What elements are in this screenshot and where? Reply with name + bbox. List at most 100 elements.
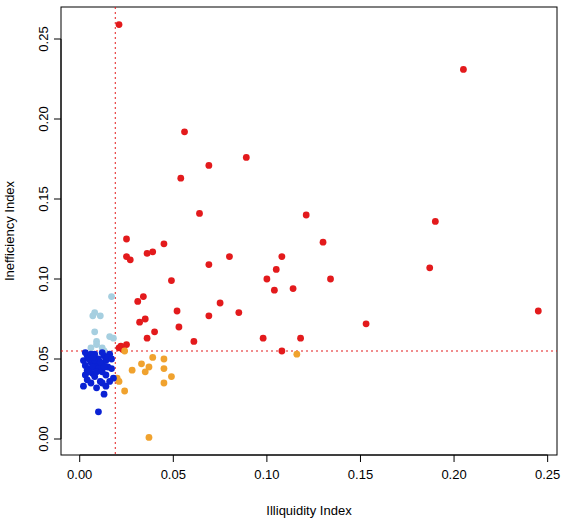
point <box>363 320 370 327</box>
point <box>93 368 100 375</box>
point <box>327 276 334 283</box>
point <box>84 376 91 383</box>
point <box>161 380 168 387</box>
point <box>82 349 89 356</box>
x-tick-label: 0.15 <box>348 467 373 482</box>
point <box>426 264 433 271</box>
point <box>278 253 285 260</box>
point <box>127 256 134 263</box>
point <box>91 328 98 335</box>
point <box>293 351 300 358</box>
point <box>97 312 104 319</box>
y-tick <box>54 279 61 280</box>
point <box>144 335 151 342</box>
point <box>217 300 224 307</box>
x-tick-label: 0.00 <box>67 467 92 482</box>
y-tick-label: 0.00 <box>36 426 51 451</box>
plot-area <box>61 7 557 455</box>
point <box>243 154 250 161</box>
point <box>205 162 212 169</box>
x-tick-label: 0.25 <box>535 467 560 482</box>
y-tick <box>54 39 61 40</box>
x-axis-label: Illiquidity Index <box>266 503 352 518</box>
point <box>134 298 141 305</box>
y-tick-label: 0.15 <box>36 186 51 211</box>
x-tick <box>547 455 548 462</box>
point <box>101 391 108 398</box>
point <box>176 324 183 331</box>
y-tick <box>54 359 61 360</box>
point <box>226 253 233 260</box>
point <box>99 380 106 387</box>
y-tick-label: 0.10 <box>36 266 51 291</box>
point <box>149 354 156 361</box>
point <box>161 365 168 372</box>
point <box>129 367 136 374</box>
point <box>116 21 123 28</box>
x-tick <box>173 455 174 462</box>
point <box>121 348 128 355</box>
point <box>260 335 267 342</box>
point <box>123 236 130 243</box>
reference-line-y <box>61 351 557 352</box>
y-tick <box>54 439 61 440</box>
point <box>290 285 297 292</box>
point <box>89 354 96 361</box>
point <box>168 277 175 284</box>
point <box>108 356 115 363</box>
x-tick <box>79 455 80 462</box>
point <box>142 368 149 375</box>
x-tick <box>266 455 267 462</box>
point <box>535 308 542 315</box>
point <box>101 364 108 371</box>
x-tick <box>454 455 455 462</box>
point <box>181 128 188 135</box>
y-tick-label: 0.25 <box>36 26 51 51</box>
point <box>205 312 212 319</box>
point <box>174 308 181 315</box>
point <box>80 383 87 390</box>
point <box>140 293 147 300</box>
y-tick-label: 0.05 <box>36 346 51 371</box>
point <box>303 212 310 219</box>
point <box>103 372 110 379</box>
point <box>168 373 175 380</box>
x-tick <box>360 455 361 462</box>
point <box>205 261 212 268</box>
point <box>88 344 95 351</box>
x-tick-label: 0.10 <box>254 467 279 482</box>
point <box>106 378 113 385</box>
point <box>177 175 184 182</box>
point <box>95 408 102 415</box>
point <box>144 250 151 257</box>
point <box>235 309 242 316</box>
point <box>108 365 115 372</box>
point <box>161 356 168 363</box>
x-tick-label: 0.05 <box>161 467 186 482</box>
point <box>460 66 467 73</box>
point <box>196 210 203 217</box>
point <box>432 218 439 225</box>
point <box>108 293 115 300</box>
point <box>146 434 153 441</box>
point <box>278 348 285 355</box>
point <box>190 338 197 345</box>
x-tick-label: 0.20 <box>441 467 466 482</box>
point <box>136 319 143 326</box>
point <box>161 240 168 247</box>
point <box>138 360 145 367</box>
point <box>273 266 280 273</box>
point <box>89 312 96 319</box>
point <box>99 349 106 356</box>
chart: 0.00 0.05 0.10 0.15 0.20 0.25 0.00 0.05 0.10 0.15… <box>0 0 563 521</box>
y-tick <box>54 199 61 200</box>
y-tick-label: 0.20 <box>36 106 51 131</box>
point <box>86 368 93 375</box>
point <box>110 335 117 342</box>
reference-line-x <box>115 7 116 455</box>
y-axis-label: Inefficiency Index <box>2 180 17 281</box>
point <box>271 287 278 294</box>
point <box>93 384 100 391</box>
point <box>320 239 327 246</box>
plot-frame <box>61 7 557 455</box>
